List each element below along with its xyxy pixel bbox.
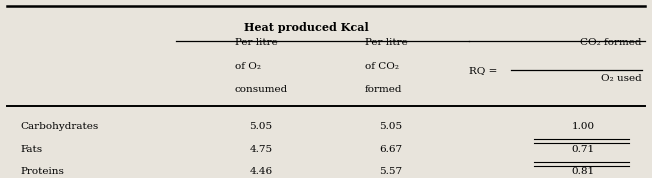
Text: of CO₂: of CO₂ xyxy=(365,62,399,71)
Text: Fats: Fats xyxy=(20,145,42,154)
Text: O₂ used: O₂ used xyxy=(600,74,642,83)
Text: 6.67: 6.67 xyxy=(379,145,403,154)
Text: Heat produced Kcal: Heat produced Kcal xyxy=(244,22,369,33)
Text: 5.05: 5.05 xyxy=(249,122,273,131)
Text: formed: formed xyxy=(365,85,402,94)
Text: 5.05: 5.05 xyxy=(379,122,403,131)
Text: 5.57: 5.57 xyxy=(379,167,403,176)
Text: 0.71: 0.71 xyxy=(571,145,595,154)
Text: Per litre: Per litre xyxy=(235,38,278,47)
Text: Carbohydrates: Carbohydrates xyxy=(20,122,98,131)
Text: 4.46: 4.46 xyxy=(249,167,273,176)
Text: 1.00: 1.00 xyxy=(571,122,595,131)
Text: 0.81: 0.81 xyxy=(571,167,595,176)
Text: CO₂ formed: CO₂ formed xyxy=(580,38,642,47)
Text: of O₂: of O₂ xyxy=(235,62,261,71)
Text: RQ =: RQ = xyxy=(469,66,497,75)
Text: consumed: consumed xyxy=(235,85,288,94)
Text: Proteins: Proteins xyxy=(20,167,64,176)
Text: Per litre: Per litre xyxy=(365,38,408,47)
Text: 4.75: 4.75 xyxy=(249,145,273,154)
